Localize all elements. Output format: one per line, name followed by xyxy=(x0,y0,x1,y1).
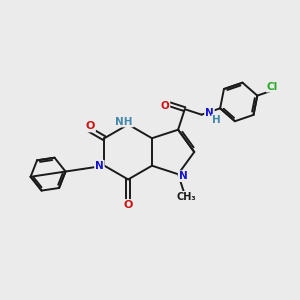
Text: Cl: Cl xyxy=(266,82,278,92)
Text: N: N xyxy=(95,161,104,171)
Text: O: O xyxy=(124,200,133,210)
Text: CH₃: CH₃ xyxy=(176,192,196,202)
Text: N: N xyxy=(178,171,188,181)
Text: O: O xyxy=(85,122,95,131)
Text: N: N xyxy=(205,108,214,118)
Text: O: O xyxy=(161,101,170,111)
Text: NH: NH xyxy=(116,116,133,127)
Text: H: H xyxy=(212,115,221,124)
